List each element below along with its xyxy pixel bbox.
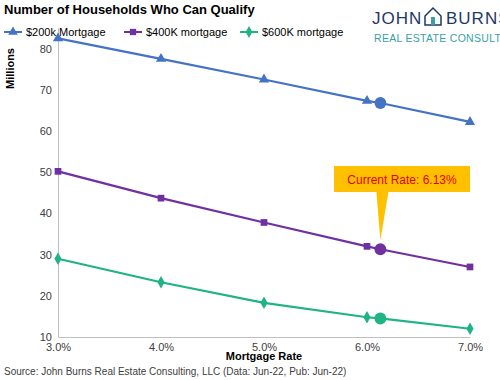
point-marker: [260, 297, 267, 309]
y-tick: 70: [40, 84, 58, 96]
point-marker: [157, 276, 164, 288]
x-tick: 4.0%: [149, 337, 174, 353]
logo-house: [425, 8, 441, 25]
legend-item: $400K mortgage: [124, 26, 227, 38]
y-tick: 40: [40, 207, 58, 219]
legend: $200k Mortgage $400K mortgage $600K mortga…: [4, 26, 343, 38]
logo-tagline: REAL ESTATE CONSULTING: [374, 32, 500, 44]
point-marker: [467, 264, 474, 271]
legend-label: $400K mortgage: [146, 26, 227, 38]
chart: Number of Households Who Can Qualify JOHN…: [0, 0, 500, 380]
y-tick: 80: [40, 43, 58, 55]
y-axis-line: [58, 29, 59, 338]
y-tick: 20: [40, 290, 58, 302]
y-tick-label: 20: [40, 290, 52, 302]
y-tick-label: 40: [40, 207, 52, 219]
x-axis-line: [59, 337, 471, 338]
logo-door: [431, 17, 435, 25]
point-marker: [364, 243, 371, 250]
annotation: Current Rate: 6.13%: [334, 166, 470, 240]
y-axis-title: Millions: [4, 48, 16, 89]
plot-area: [53, 32, 475, 335]
series-line: [58, 171, 470, 267]
x-tick-label: 6.0%: [355, 341, 380, 353]
logo-icon: [425, 8, 441, 25]
x-axis-title: Mortgage Rate: [226, 350, 302, 362]
legend-marker: [246, 26, 253, 38]
y-tick-label: 30: [40, 249, 52, 261]
legend-item: $600K mortgage: [240, 26, 343, 38]
point-marker: [363, 311, 370, 323]
x-tick: 3.0%: [46, 337, 71, 353]
source: Source: John Burns Real Estate Consultin…: [4, 366, 346, 377]
legend-marker: [8, 26, 18, 34]
annotation-box: [334, 166, 470, 240]
current-marker: [374, 243, 386, 255]
x-tick: 6.0%: [355, 337, 380, 353]
y-tick-label: 80: [40, 43, 52, 55]
x-tick: 7.0%: [458, 337, 483, 353]
point-marker: [259, 74, 269, 83]
legend-marker: [130, 29, 136, 35]
point-marker: [466, 323, 473, 335]
series-line: [58, 259, 470, 329]
x-tick-label: 4.0%: [149, 341, 174, 353]
x-tick-label: 7.0%: [458, 341, 483, 353]
series-line: [58, 38, 470, 122]
y-tick: 60: [40, 125, 58, 137]
annotation-text: Current Rate: 6.13%: [347, 173, 457, 187]
title: Number of Households Who Can Qualify: [4, 2, 255, 17]
y-tick-label: 50: [40, 166, 52, 178]
point-marker: [158, 195, 165, 202]
legend-item: $200k Mortgage: [4, 26, 106, 38]
logo-name: JOHN BURNS: [372, 9, 500, 28]
point-marker: [53, 32, 63, 41]
legend-label: $200k Mortgage: [26, 26, 106, 38]
point-marker: [362, 95, 372, 104]
current-marker: [374, 313, 386, 325]
point-marker: [465, 116, 475, 125]
point-marker: [261, 219, 268, 226]
point-marker: [55, 168, 62, 175]
point-marker: [54, 252, 61, 264]
current-marker: [374, 97, 386, 109]
point-marker: [156, 53, 166, 62]
y-tick-label: 70: [40, 84, 52, 96]
y-tick-label: 60: [40, 125, 52, 137]
legend-label: $600K mortgage: [262, 26, 343, 38]
y-axis: 1020304050607080: [40, 29, 59, 344]
x-tick-label: 3.0%: [46, 341, 71, 353]
